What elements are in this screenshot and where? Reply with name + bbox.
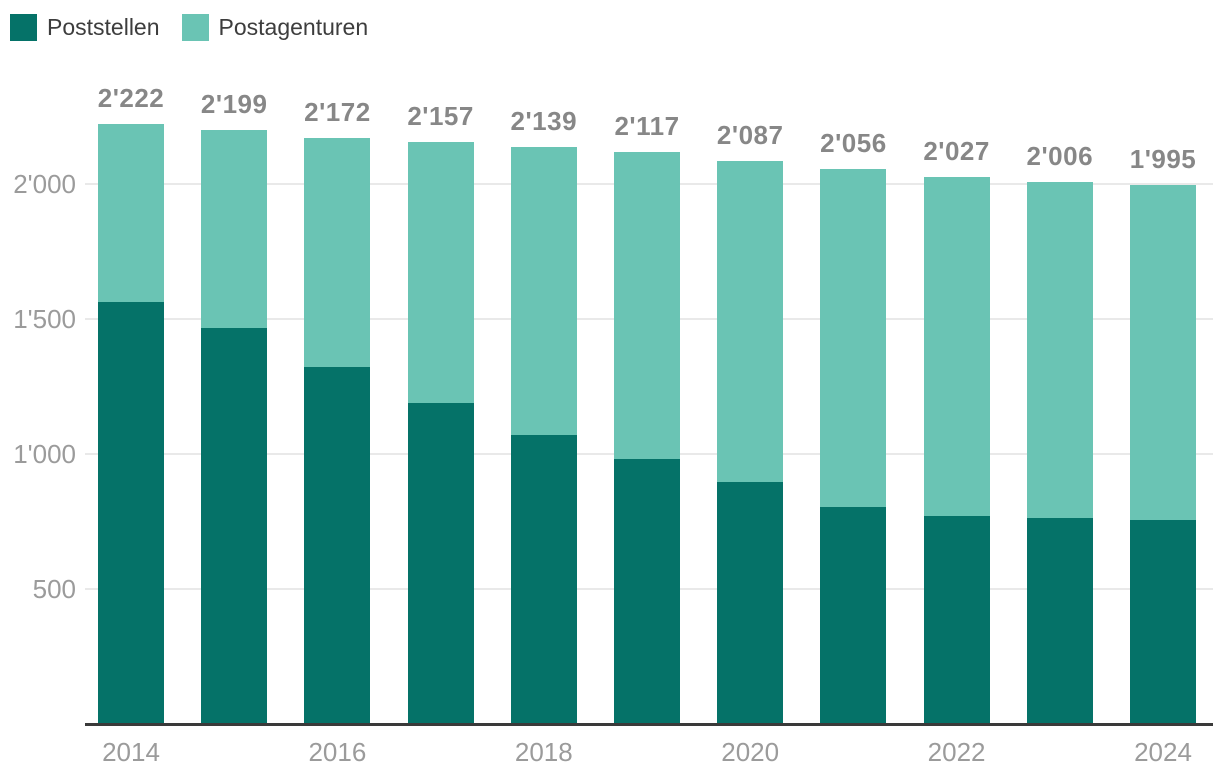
total-label-2019: 2'117 bbox=[614, 111, 680, 142]
bar-postagenturen-2014[interactable] bbox=[98, 124, 164, 303]
poststellen-color-swatch bbox=[10, 14, 37, 41]
x-axis-label-2018: 2018 bbox=[514, 737, 573, 767]
bar-postagenturen-2020[interactable] bbox=[717, 160, 784, 482]
total-label-2021: 2'056 bbox=[820, 127, 887, 158]
bar-poststellen-2015[interactable] bbox=[201, 328, 268, 725]
bar-poststellen-2023[interactable] bbox=[1026, 518, 1093, 725]
bar-postagenturen-2022[interactable] bbox=[923, 176, 990, 516]
legend-label-postagenturen: Postagenturen bbox=[218, 14, 369, 40]
total-label-2023: 2'006 bbox=[1026, 141, 1094, 172]
bar-poststellen-2024[interactable] bbox=[1130, 519, 1196, 725]
bar-poststellen-2019[interactable] bbox=[614, 459, 680, 725]
chart-legend: Poststellen Postagenturen bbox=[10, 14, 368, 41]
x-axis-label-2022: 2022 bbox=[927, 737, 986, 767]
y-axis-label-1000: 1'000 bbox=[13, 439, 76, 470]
total-label-2024: 1'995 bbox=[1129, 144, 1197, 175]
bar-postagenturen-2021[interactable] bbox=[820, 168, 887, 507]
bar-postagenturen-2024[interactable] bbox=[1130, 185, 1196, 520]
y-axis-label-2000: 2'000 bbox=[13, 169, 76, 200]
total-label-2020: 2'087 bbox=[716, 119, 784, 150]
bar-postagenturen-2016[interactable] bbox=[304, 137, 371, 368]
total-label-2016: 2'172 bbox=[304, 96, 371, 127]
y-axis-label-500: 500 bbox=[32, 574, 76, 605]
bar-poststellen-2021[interactable] bbox=[820, 506, 887, 725]
y-axis-label-1500: 1'500 bbox=[13, 304, 76, 335]
total-label-2015: 2'199 bbox=[200, 89, 268, 120]
bar-postagenturen-2017[interactable] bbox=[407, 141, 474, 404]
legend-label-poststellen: Poststellen bbox=[47, 14, 160, 40]
x-axis-label-2016: 2016 bbox=[308, 737, 367, 767]
bar-postagenturen-2023[interactable] bbox=[1026, 182, 1093, 519]
bar-postagenturen-2019[interactable] bbox=[614, 152, 680, 460]
bar-poststellen-2017[interactable] bbox=[407, 403, 474, 725]
bar-poststellen-2018[interactable] bbox=[510, 434, 577, 725]
bar-poststellen-2016[interactable] bbox=[304, 367, 371, 725]
total-label-2014: 2'222 bbox=[97, 83, 165, 114]
postagenturen-color-swatch bbox=[181, 14, 209, 41]
legend-item-postagenturen[interactable]: Postagenturen bbox=[181, 14, 369, 41]
x-axis-line bbox=[85, 722, 1213, 726]
total-label-2018: 2'139 bbox=[510, 105, 578, 136]
x-axis-label-2024: 2024 bbox=[1134, 737, 1192, 767]
bar-postagenturen-2015[interactable] bbox=[201, 130, 268, 329]
bar-poststellen-2020[interactable] bbox=[717, 481, 784, 725]
bar-postagenturen-2018[interactable] bbox=[510, 146, 577, 435]
x-axis-label-2020: 2020 bbox=[721, 737, 780, 767]
total-label-2022: 2'027 bbox=[923, 135, 990, 166]
bar-poststellen-2014[interactable] bbox=[98, 302, 164, 725]
bar-poststellen-2022[interactable] bbox=[923, 515, 990, 725]
legend-item-poststellen[interactable]: Poststellen bbox=[10, 14, 160, 41]
x-axis-label-2014: 2014 bbox=[102, 737, 160, 767]
total-label-2017: 2'157 bbox=[407, 100, 474, 131]
